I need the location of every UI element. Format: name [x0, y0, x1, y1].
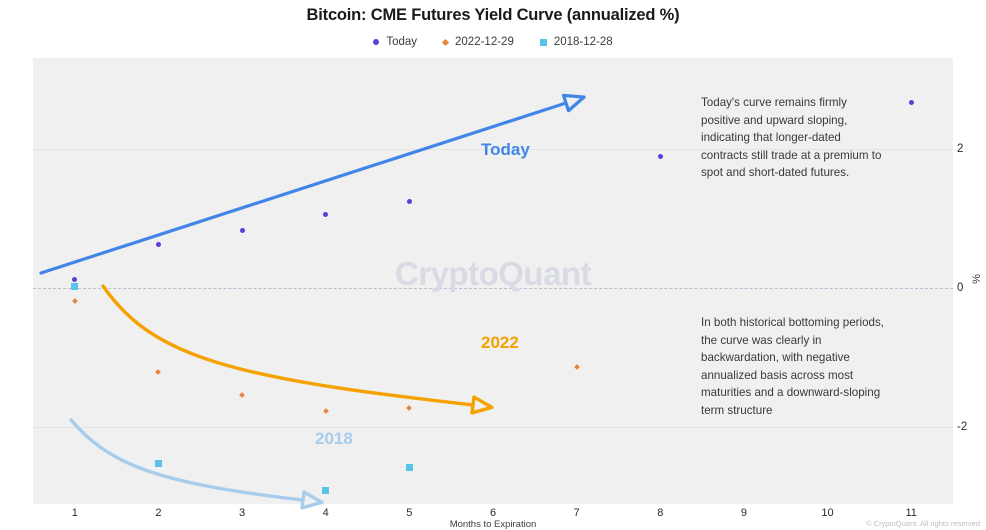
x-axis-title: Months to Expiration [449, 519, 537, 530]
legend-item-label: 2018-12-28 [553, 36, 613, 48]
chart-title: Bitcoin: CME Futures Yield Curve (annual… [306, 6, 680, 24]
trend-line [39, 101, 568, 275]
trend-arrowhead-icon [561, 93, 586, 113]
copyright-notice: © CryptoQuant. All rights reserved [866, 519, 980, 528]
legend-item-2018-12-28[interactable]: 2018-12-28 [539, 36, 613, 48]
x-axis-tick: 8 [657, 507, 664, 519]
data-point [406, 199, 412, 205]
gridline-y [33, 427, 953, 429]
x-axis-tick: 7 [573, 507, 580, 519]
trend-line [101, 284, 475, 407]
trend-line [69, 418, 305, 502]
data-point [239, 228, 245, 234]
x-axis-tick: 3 [239, 507, 246, 519]
trend-lines [39, 93, 586, 510]
data-point [155, 241, 161, 247]
x-axis-tick: 4 [322, 507, 329, 519]
x-axis-tick: 11 [905, 507, 917, 519]
x-axis-tick: 1 [71, 507, 78, 519]
legend-marker-square-icon [539, 38, 547, 46]
data-point [657, 154, 663, 160]
data-point [405, 464, 413, 472]
data-point [154, 460, 162, 468]
y-axis-tick: 2 [957, 142, 964, 155]
curve-label-2018: 2018 [315, 429, 353, 448]
y-axis-tick: -2 [957, 421, 968, 434]
x-axis-tick: 5 [406, 507, 413, 519]
chart-legend: Today 2022-12-29 2018-12-28 [0, 36, 986, 48]
legend-marker-dot-icon [373, 39, 380, 45]
y-axis-tick: 0 [957, 281, 964, 294]
legend-item-label: Today [386, 36, 418, 48]
trend-arrowhead-icon [300, 490, 324, 510]
x-axis-tick: 9 [740, 507, 747, 519]
data-point [71, 283, 79, 291]
y-axis-title: % [970, 274, 983, 284]
x-axis-tick: 6 [489, 507, 497, 519]
zero-line [33, 287, 953, 289]
legend-item-label: 2022-12-29 [455, 36, 514, 48]
legend-item-2022-12-29[interactable]: 2022-12-29 [441, 36, 514, 48]
gridline-y [33, 148, 953, 150]
annotation-note: In both historical bottoming periods, th… [701, 316, 885, 417]
data-point [322, 486, 330, 494]
data-point [72, 277, 78, 283]
legend-item-today[interactable]: Today [373, 36, 417, 48]
annotation-note: Today's curve remains firmly positive an… [701, 96, 882, 180]
x-axis-tick: 2 [155, 507, 162, 519]
legend-marker-diamond-icon [441, 38, 450, 46]
data-point [323, 212, 329, 218]
trend-arrowhead-icon [470, 395, 494, 415]
curve-label-2022: 2022 [481, 333, 519, 352]
x-axis-tick: 10 [821, 507, 834, 519]
curve-label-today: Today [481, 140, 530, 159]
data-point [908, 100, 914, 106]
